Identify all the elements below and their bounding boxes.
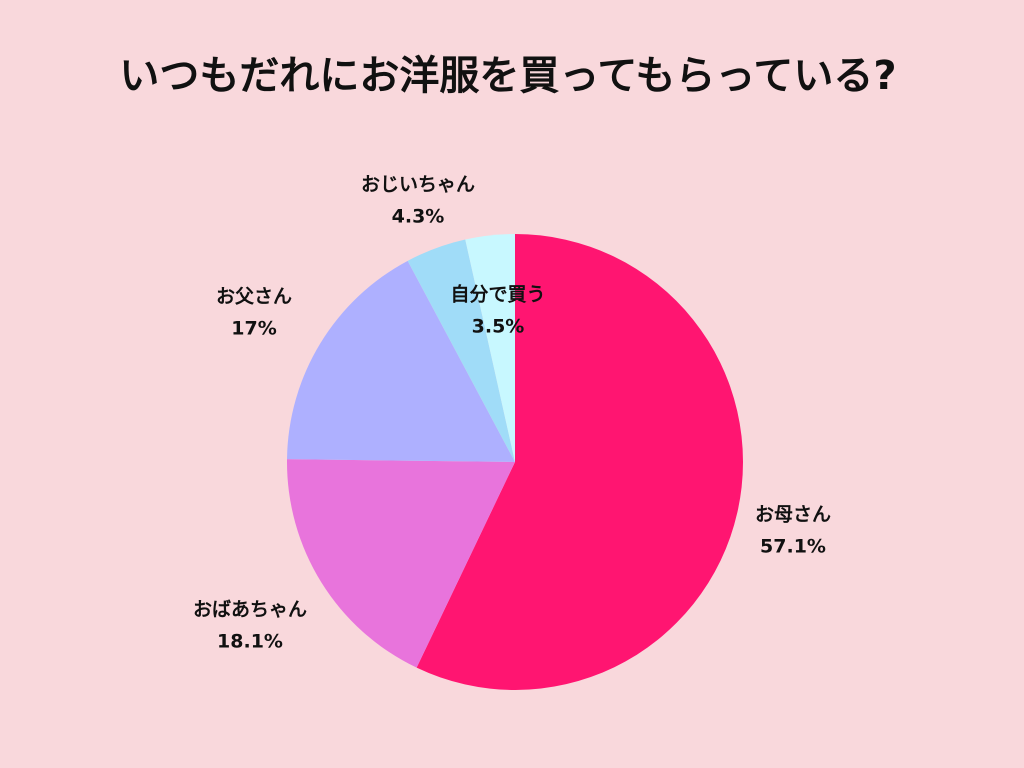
pie-slice xyxy=(287,260,515,462)
value-label: 4.3% xyxy=(392,206,445,228)
value-label: 57.1% xyxy=(760,536,826,558)
value-label: 17% xyxy=(231,318,276,340)
value-label: 3.5% xyxy=(472,316,525,338)
slice-label: おばあちゃん xyxy=(193,599,307,621)
pie-slice xyxy=(407,239,515,462)
pie-slice xyxy=(465,234,515,462)
slice-label: 自分で買う xyxy=(450,283,545,306)
slice-label: お母さん xyxy=(755,504,831,526)
value-label: 18.1% xyxy=(217,631,283,653)
pie-slice xyxy=(287,459,515,668)
slice-label: お父さん xyxy=(216,286,292,308)
pie-slice xyxy=(416,234,744,690)
slice-label: おじいちゃん xyxy=(361,174,475,196)
chart-title: いつもだれにお洋服を買ってもらっている? xyxy=(119,53,896,99)
